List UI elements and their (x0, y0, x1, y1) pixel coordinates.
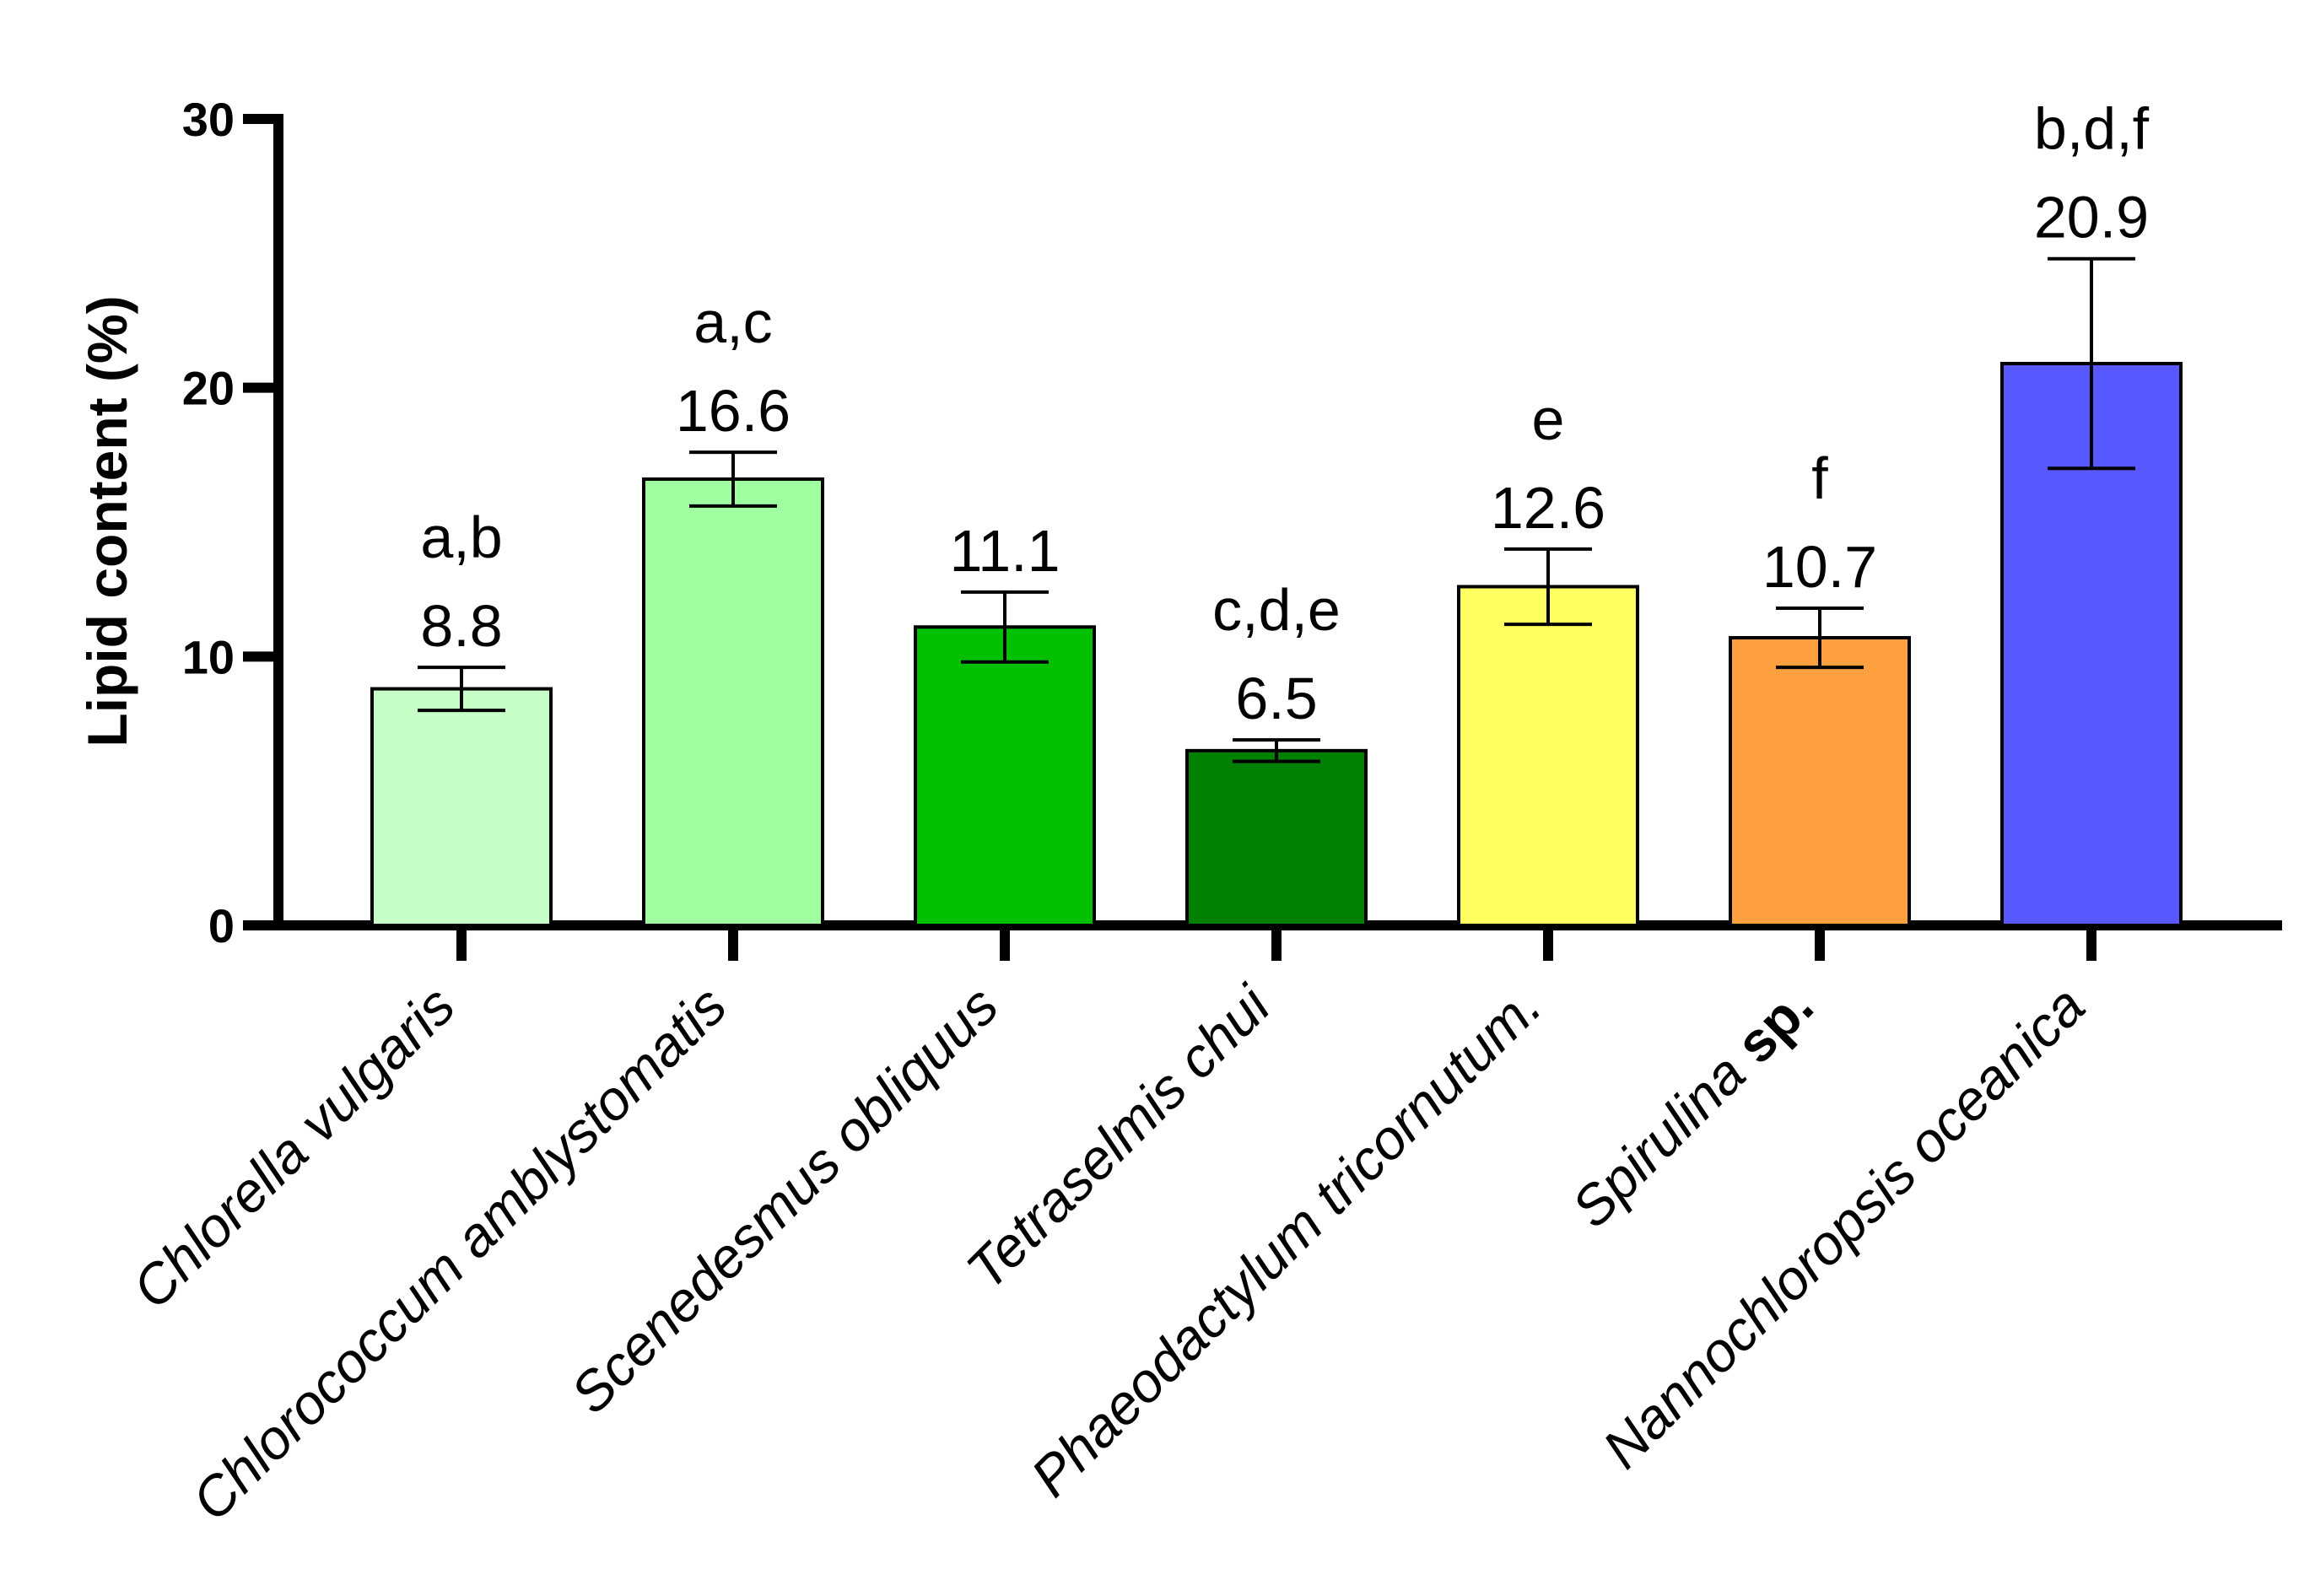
x-tick-label: Spirulina sp. (1560, 974, 1825, 1239)
x-tick-label: Nannochloropsis oceanica (1590, 974, 2096, 1480)
data-label: 12.6 (1491, 475, 1605, 541)
data-label: 20.9 (2034, 185, 2149, 251)
y-tick-label: 20 (182, 362, 235, 415)
y-tick-label: 30 (182, 93, 235, 146)
y-tick-label: 0 (208, 899, 235, 952)
bar (642, 477, 824, 927)
significance-label: a,b (420, 504, 502, 570)
y-ticks: 0 10 20 30 (182, 93, 278, 952)
x-tick-label: Phaeodactylum tricornutum. (1019, 974, 1553, 1508)
data-label: 10.7 (1762, 534, 1877, 600)
data-label: 16.6 (676, 378, 791, 444)
bar (1185, 748, 1368, 927)
data-label: 8.8 (420, 593, 502, 659)
y-axis-label: Lipid content (%) (76, 295, 138, 747)
significance-label: a,c (693, 289, 772, 355)
bar (1729, 636, 1911, 927)
bar (1457, 585, 1639, 927)
data-label: 11.1 (949, 518, 1060, 584)
significance-label: f (1811, 445, 1828, 511)
bar (370, 687, 553, 927)
data-label: 6.5 (1235, 666, 1317, 731)
x-tick-label: Chlorococcum amblystomatis (180, 974, 738, 1533)
significance-label: c,d,e (1212, 577, 1341, 643)
significance-label: e (1532, 386, 1565, 452)
bar (914, 625, 1096, 928)
bars: 8.8 a,b 16.6 a,c 11.1 6.5 c,d,e 12.6 e 10.7 f 20.9 b… (370, 96, 2183, 928)
y-tick-label: 10 (182, 630, 235, 683)
significance-label: b,d,f (2034, 96, 2150, 162)
